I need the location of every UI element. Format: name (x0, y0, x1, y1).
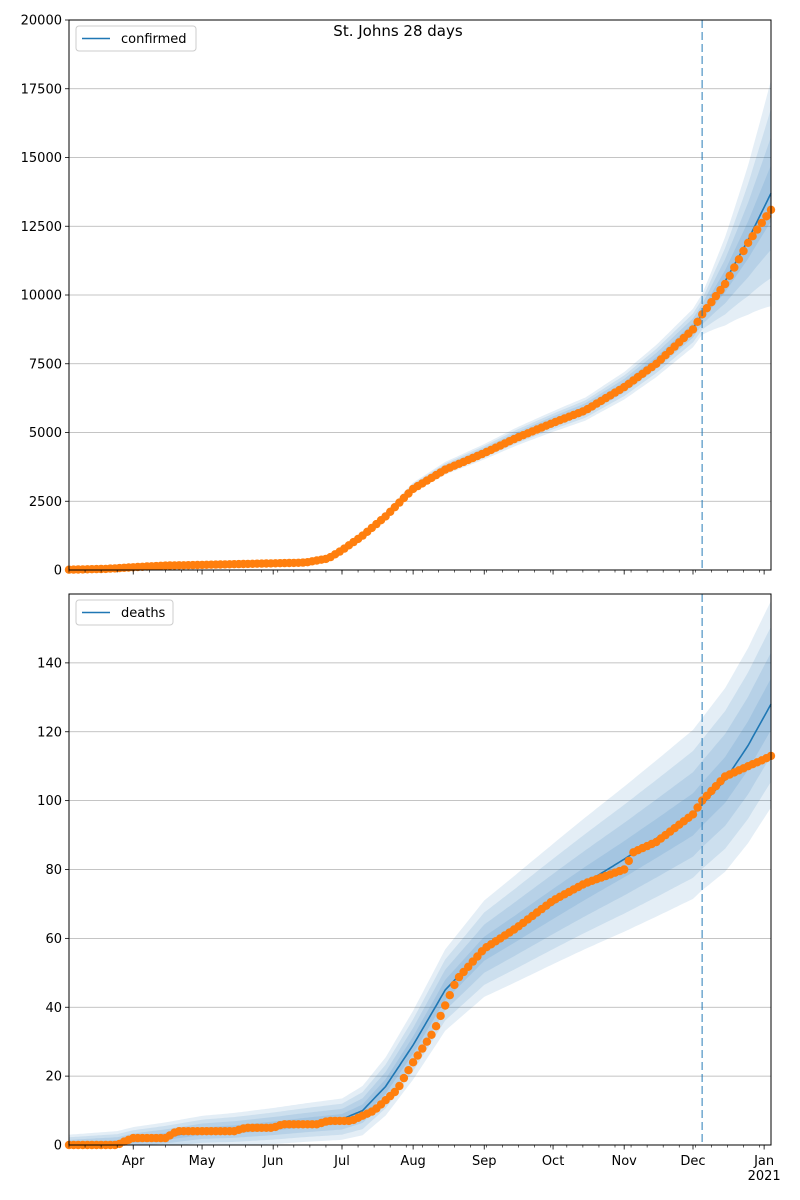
observed-point (399, 1073, 409, 1083)
observed-point (734, 255, 744, 264)
y-tick-label: 0 (54, 1139, 62, 1154)
legend-label: confirmed (121, 32, 187, 47)
observed-point (716, 285, 725, 295)
x-tick-label: May (189, 1154, 216, 1169)
y-tick-label: 2500 (29, 495, 62, 510)
observed-point (711, 291, 721, 301)
y-tick-label: 80 (45, 863, 62, 878)
y-tick-label: 15000 (21, 151, 62, 166)
observed-point (743, 238, 753, 247)
observed-point (693, 803, 702, 812)
observed-point (688, 325, 698, 334)
observed-point (620, 865, 629, 874)
observed-point (748, 232, 757, 241)
y-tick-label: 7500 (29, 357, 62, 372)
y-tick-label: 5000 (29, 426, 62, 441)
axes-frame (68, 19, 772, 571)
observed-point (730, 263, 739, 272)
observed-point (418, 1044, 427, 1053)
x-tick-label: Jul (333, 1154, 350, 1169)
y-tick-label: 20000 (21, 14, 62, 29)
uncertainty-band (69, 80, 771, 570)
x-tick-label: Jun (262, 1154, 283, 1169)
x-tick-label: Oct (542, 1154, 564, 1169)
observed-point (702, 304, 711, 313)
figure-title: St. Johns 28 days (333, 22, 463, 40)
uncertainty-band (69, 600, 771, 1145)
uncertainty-band (69, 626, 771, 1145)
observed-point (720, 279, 730, 289)
observed-point (436, 1011, 445, 1021)
x-year-label: 2021 (748, 1169, 781, 1184)
x-tick-label: Jan (753, 1154, 774, 1169)
y-tick-label: 120 (37, 725, 62, 740)
legend-label: deaths (121, 606, 166, 621)
observed-point (757, 218, 766, 228)
observed-point (404, 1066, 413, 1075)
y-tick-label: 17500 (21, 82, 62, 97)
observed-point (408, 1058, 418, 1067)
observed-point (390, 1087, 399, 1097)
y-tick-label: 100 (37, 794, 62, 809)
observed-point (427, 1030, 436, 1040)
x-tick-label: Dec (680, 1154, 705, 1169)
observed-point (450, 980, 459, 990)
axes-frame (68, 593, 772, 1146)
observed-point (431, 1021, 441, 1031)
y-tick-label: 140 (37, 656, 62, 671)
observed-point (441, 1001, 450, 1010)
observed-point (688, 810, 698, 819)
observed-point (693, 317, 702, 326)
observed-point (707, 298, 716, 307)
x-tick-label: Sep (472, 1154, 497, 1169)
observed-point (753, 225, 762, 234)
observed-point (624, 856, 633, 866)
observed-point (422, 1037, 432, 1046)
legend-box (75, 25, 197, 52)
confirmed-panel: 0 2500 5000 7500 10000 12500 15000 17500 20000 co… (21, 14, 776, 579)
observed-point (445, 991, 454, 1000)
y-tick-label: 12500 (21, 220, 62, 235)
x-tick-label: Apr (122, 1154, 145, 1169)
observed-point (739, 246, 748, 256)
observed-point (725, 271, 734, 280)
y-tick-label: 10000 (21, 289, 62, 304)
observed-point (762, 212, 771, 221)
observed-point (413, 1051, 422, 1060)
x-tick-label: Nov (611, 1154, 637, 1169)
model-line (68, 192, 772, 571)
observed-point (395, 1081, 404, 1091)
y-tick-label: 40 (45, 1001, 62, 1016)
x-tick-label: Aug (400, 1154, 425, 1169)
legend-box (75, 599, 174, 626)
y-tick-label: 20 (45, 1070, 62, 1085)
y-tick-label: 0 (54, 564, 62, 579)
deaths-panel: 0 20 40 60 80 100 120 140 Apr May Jun Jul Aug Sep Oct N… (37, 593, 781, 1184)
y-tick-label: 60 (45, 932, 62, 947)
